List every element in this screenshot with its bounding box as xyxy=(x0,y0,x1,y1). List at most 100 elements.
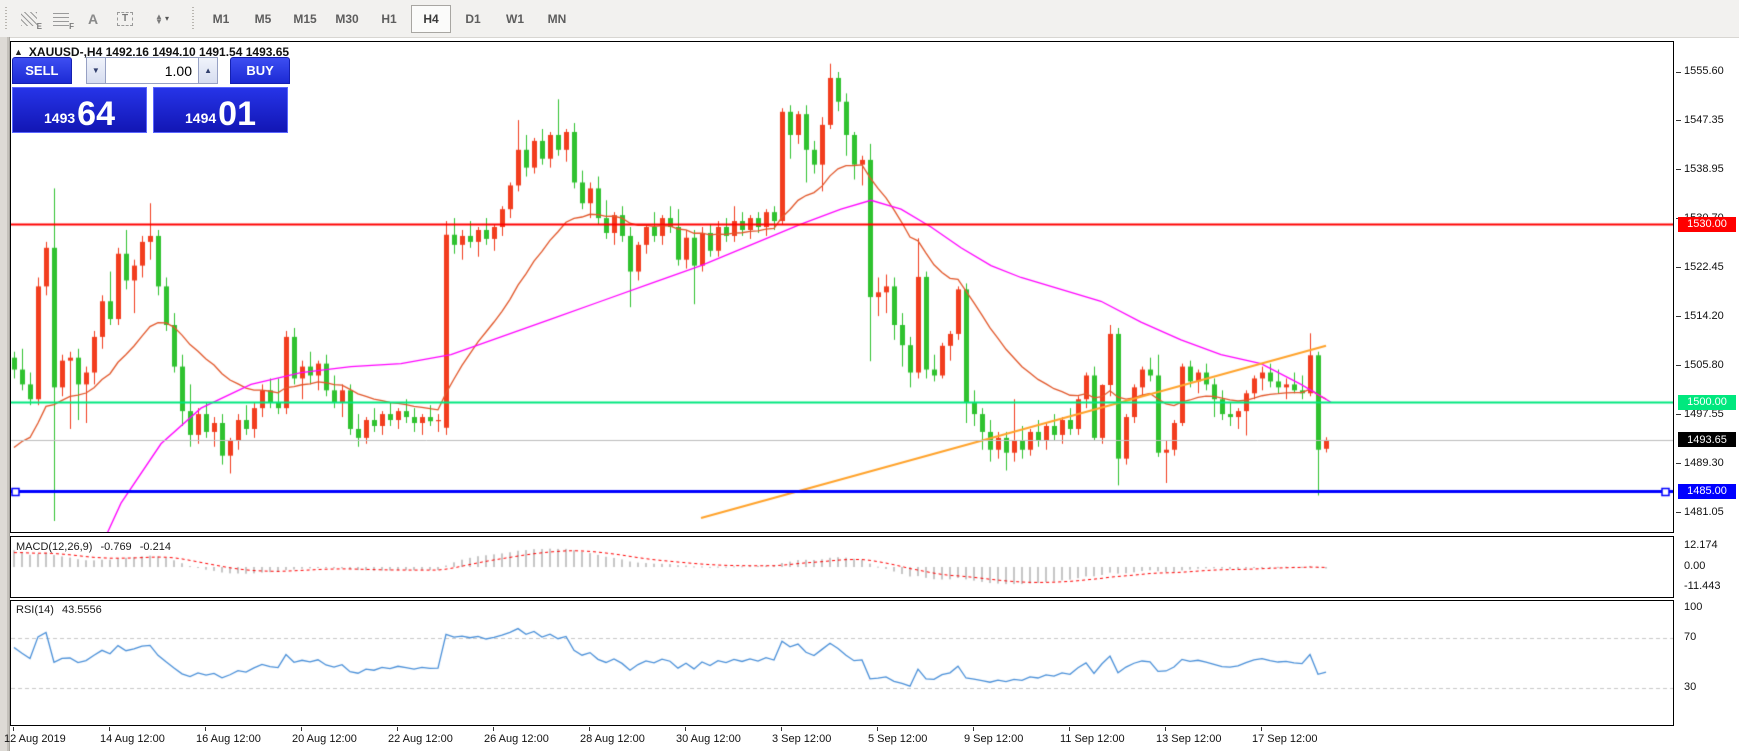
price-axis-label: 1497.55 xyxy=(1684,407,1724,420)
date-axis-tick xyxy=(685,727,686,731)
date-axis-tick xyxy=(109,727,110,731)
date-axis-tick xyxy=(877,727,878,731)
price-axis-tick xyxy=(1676,71,1681,73)
date-axis-label: 3 Sep 12:00 xyxy=(772,733,832,745)
arrow-pair-icon: ▲ ▼ xyxy=(155,11,163,26)
date-axis-label: 28 Aug 12:00 xyxy=(580,733,645,745)
volume-input[interactable] xyxy=(106,57,198,84)
sell-button[interactable]: SELL xyxy=(12,57,72,84)
rsi-axis-label: 70 xyxy=(1684,631,1697,644)
date-axis-tick xyxy=(781,727,782,731)
price-axis-tick xyxy=(1676,267,1681,269)
price-axis-label: 1538.95 xyxy=(1684,162,1724,175)
date-axis-tick xyxy=(397,727,398,731)
text-label-tool-icon[interactable]: T xyxy=(110,6,140,32)
rsi-indicator-canvas[interactable] xyxy=(10,600,1674,726)
one-click-trading-panel: SELL ▼ ▲ BUY 1493 64 1494 01 xyxy=(12,57,290,133)
text-tool-icon[interactable]: A xyxy=(78,6,108,32)
fibonacci-tool-icon[interactable]: F xyxy=(46,6,76,32)
price-axis-label: 1489.30 xyxy=(1684,456,1724,469)
label-glyph: T xyxy=(117,11,133,26)
tab-timeframe-m30[interactable]: M30 xyxy=(335,11,359,26)
date-axis-label: 17 Sep 12:00 xyxy=(1252,733,1318,745)
sell-price-small: 1493 xyxy=(44,110,76,126)
date-axis-tick xyxy=(973,727,974,731)
price-level-label: 1493.65 xyxy=(1678,432,1736,448)
tab-timeframe-d1[interactable]: D1 xyxy=(465,11,481,26)
date-axis-label: 12 Aug 2019 xyxy=(4,733,66,745)
date-axis-label: 9 Sep 12:00 xyxy=(964,733,1024,745)
price-axis-label: 1522.45 xyxy=(1684,260,1724,273)
window-edge-strip xyxy=(0,37,10,751)
toolbar-grip-2[interactable] xyxy=(191,6,196,31)
price-axis-label: 1514.20 xyxy=(1684,309,1724,322)
date-axis-tick xyxy=(13,727,14,731)
price-axis-tick xyxy=(1676,365,1681,367)
macd-axis-label: -11.443 xyxy=(1684,579,1721,592)
price-level-label: 1500.00 xyxy=(1678,394,1736,410)
buy-price-big: 01 xyxy=(218,95,256,133)
rsi-value: 43.5556 xyxy=(61,604,102,616)
chart-title: ▲ XAUUSD-,H4 1492.16 1494.10 1491.54 149… xyxy=(14,45,289,59)
macd-indicator-canvas[interactable] xyxy=(10,536,1674,598)
date-axis-label: 16 Aug 12:00 xyxy=(196,733,261,745)
macd-axis-label: 12.174 xyxy=(1684,539,1718,552)
price-axis-label: 1481.05 xyxy=(1684,505,1724,518)
price-axis-tick xyxy=(1676,463,1681,465)
date-axis-tick xyxy=(493,727,494,731)
tab-timeframe-m5[interactable]: M5 xyxy=(254,11,272,26)
date-axis[interactable]: 12 Aug 2019 14 Aug 12:00 16 Aug 12:00 20 Au… xyxy=(4,727,1674,751)
date-axis-label: 11 Sep 12:00 xyxy=(1060,733,1125,745)
date-axis-label: 20 Aug 12:00 xyxy=(292,733,357,745)
buy-price-small: 1494 xyxy=(185,110,217,126)
date-axis-tick xyxy=(1069,727,1070,731)
macd-axis-label: 0.00 xyxy=(1684,560,1706,572)
rsi-name: RSI(14) xyxy=(16,604,54,616)
macd-main-value: -0.769 xyxy=(100,541,132,553)
price-axis-label: 1555.60 xyxy=(1684,65,1724,77)
price-axis[interactable]: 1555.601547.351538.951530.701522.451514.… xyxy=(1676,37,1739,727)
tab-timeframe-w1[interactable]: W1 xyxy=(506,11,524,26)
date-axis-label: 14 Aug 12:00 xyxy=(100,733,165,745)
date-axis-label: 22 Aug 12:00 xyxy=(388,733,453,745)
rsi-label-row: RSI(14) 43.5556 xyxy=(16,604,107,616)
tab-timeframe-h4[interactable]: H4 xyxy=(411,4,451,33)
text-glyph: A xyxy=(87,10,99,27)
toolbar: E F A T ▲ ▼ ▾ M1 M5 M15 M30 H1 H4 D1 W1 M… xyxy=(0,0,1739,38)
chevron-down-icon: ▾ xyxy=(164,14,169,23)
macd-name: MACD(12,26,9) xyxy=(16,541,93,553)
buy-price-box[interactable]: 1494 01 xyxy=(153,87,288,133)
tab-timeframe-m1[interactable]: M1 xyxy=(212,11,230,26)
toolbar-grip[interactable] xyxy=(4,6,9,31)
date-axis-tick xyxy=(589,727,590,731)
price-axis-tick xyxy=(1676,120,1681,122)
price-level-label: 1485.00 xyxy=(1678,483,1736,499)
price-axis-tick xyxy=(1676,316,1681,318)
price-axis-label: 1547.35 xyxy=(1684,113,1724,126)
tab-timeframe-h1[interactable]: H1 xyxy=(381,11,397,26)
price-axis-tick xyxy=(1676,414,1681,416)
date-axis-label: 30 Aug 12:00 xyxy=(676,733,741,745)
sell-price-big: 64 xyxy=(77,95,115,133)
buy-button[interactable]: BUY xyxy=(230,57,290,84)
volume-increase-button[interactable]: ▲ xyxy=(198,57,219,84)
fibonacci-glyph: F xyxy=(69,21,74,31)
tab-timeframe-m15[interactable]: M15 xyxy=(293,11,317,26)
date-axis-tick xyxy=(301,727,302,731)
equidistant-channel-tool-icon[interactable]: E xyxy=(14,6,44,32)
date-axis-label: 5 Sep 12:00 xyxy=(868,733,928,745)
rsi-axis-label: 30 xyxy=(1684,680,1697,693)
price-axis-tick xyxy=(1676,512,1681,514)
rsi-axis-label: 100 xyxy=(1684,601,1703,613)
sell-price-box[interactable]: 1493 64 xyxy=(12,87,147,133)
price-axis-label: 1505.80 xyxy=(1684,358,1724,371)
tab-timeframe-mn[interactable]: MN xyxy=(547,11,567,26)
macd-label-row: MACD(12,26,9) -0.769 -0.214 xyxy=(16,541,176,553)
one-click-panel-toggle-icon[interactable]: ▲ xyxy=(14,47,23,57)
price-level-label: 1530.00 xyxy=(1678,216,1736,232)
macd-signal-value: -0.214 xyxy=(139,541,171,553)
arrows-tool-icon[interactable]: ▲ ▼ ▾ xyxy=(142,6,182,32)
volume-decrease-button[interactable]: ▼ xyxy=(85,57,106,84)
price-axis-tick xyxy=(1676,169,1681,171)
